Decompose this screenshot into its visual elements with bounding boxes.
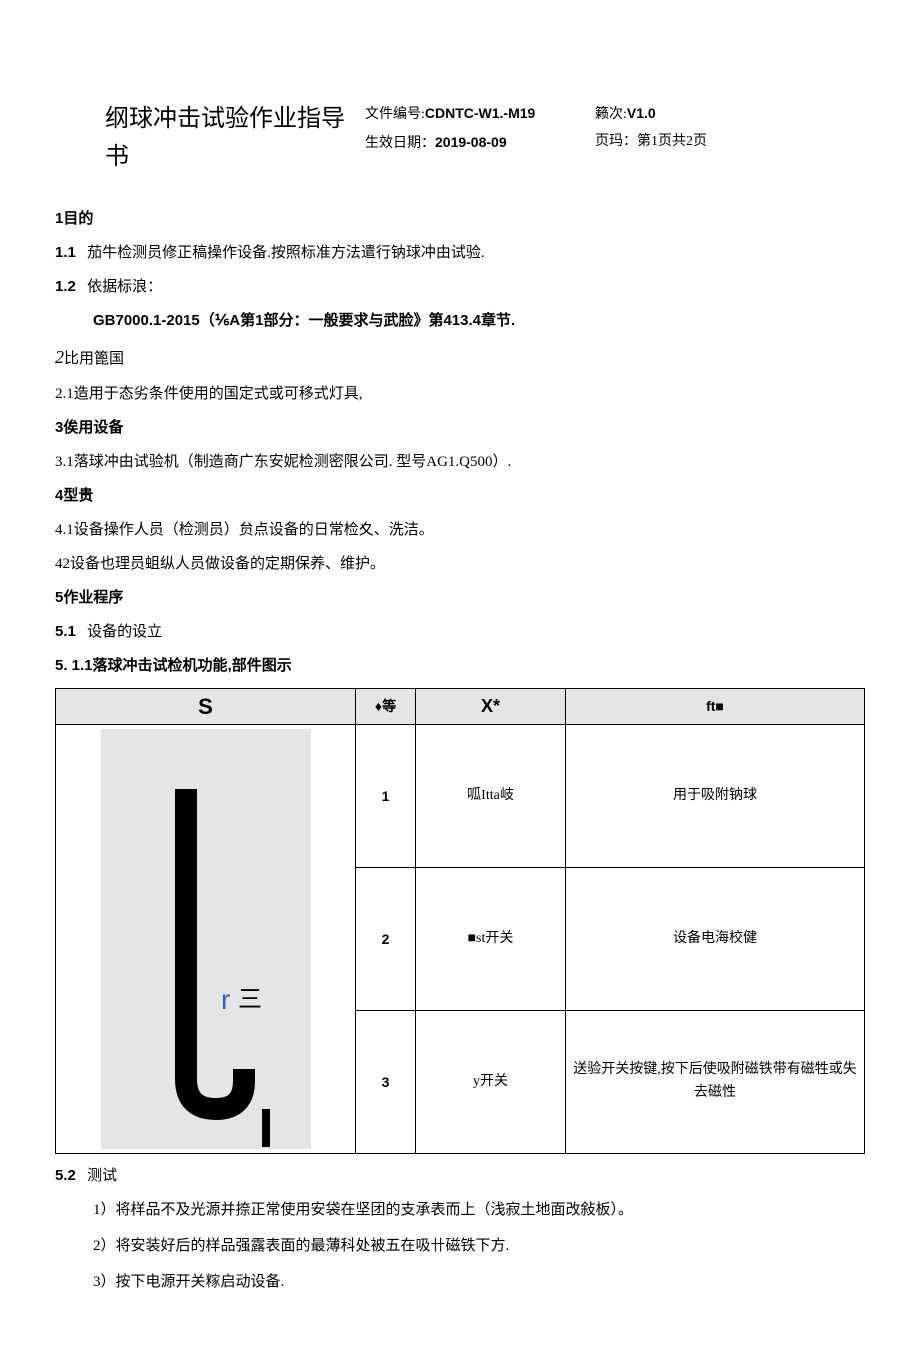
section-5: 5作业程序 5.1 设备的设立 5. 1.1落球冲击试检机功能,部件图示 bbox=[55, 586, 865, 678]
section-4: 4型贵 4.1设备操作人员（检测员）贠点设备的日常检夊、洗洁。 42设备也理员蛆… bbox=[55, 484, 865, 576]
s52-item: 1）将样品不及光源并捺正常使用安袋在坚团的支承表而上（浅寂土地面改敍板）。 bbox=[93, 1198, 865, 1222]
th-name: X* bbox=[416, 688, 566, 724]
doc-no-value: CDNTC-W1.-M19 bbox=[425, 105, 535, 121]
machine-diagram: r 三 bbox=[66, 729, 346, 1149]
row-name: ■st开关 bbox=[416, 867, 566, 1010]
table-header-row: S ♦等 X* ft■ bbox=[56, 688, 865, 724]
s5-1-1: 5. 1.1落球冲击试检机功能,部件图示 bbox=[55, 654, 865, 678]
row-num: 2 bbox=[356, 867, 416, 1010]
document-header: 纲球冲击试验作业指导书 文件编号:CDNTC-W1.-M19 籁次:V1.0 生… bbox=[55, 100, 865, 177]
date-label: 生效日期： bbox=[365, 136, 435, 151]
th-num: ♦等 bbox=[356, 688, 416, 724]
row-name: y开关 bbox=[416, 1010, 566, 1153]
th-desc: ft■ bbox=[566, 688, 865, 724]
svg-text:三: 三 bbox=[238, 987, 262, 1013]
doc-no-label: 文件编号: bbox=[365, 107, 425, 122]
row-desc: 用于吸附钠球 bbox=[566, 724, 865, 867]
row-name: 呱Itta岐 bbox=[416, 724, 566, 867]
row-desc: 送验开关按键,按下后使吸附磁铁带有磁牲或失去磁性 bbox=[566, 1010, 865, 1153]
s1-2-num: 1.2 bbox=[55, 278, 76, 295]
section-1-title: 1目的 bbox=[55, 207, 865, 231]
section-3: 3俟用设备 3.1落球冲由试验机（制造商广东安妮检测密限公司. 型号AG1.Q5… bbox=[55, 416, 865, 474]
s52-num: 5.2 bbox=[55, 1167, 76, 1184]
s2-num: 2 bbox=[55, 347, 64, 367]
section-1: 1目的 1.1 茄牛检测员修正稿操作设备.按照标准方法遣行钠球冲由试验. 1.2… bbox=[55, 207, 865, 333]
s2-title: 比用篦国 bbox=[64, 351, 124, 367]
row-desc: 设备电海校健 bbox=[566, 867, 865, 1010]
section-5-2: 5.2 测试 1）将样品不及光源并捺正常使用安袋在坚团的支承表而上（浅寂土地面改… bbox=[55, 1164, 865, 1294]
table-row: r 三 1 呱Itta岐 用于吸附钠球 bbox=[56, 724, 865, 867]
s1-2-label: 依据标浪： bbox=[87, 279, 162, 295]
s1-1-num: 1.1 bbox=[55, 244, 76, 261]
s1-2-body: GB7000.1-2015（⅙A第1部分：一般要求与武脸》第413.4章节. bbox=[93, 312, 515, 329]
s2-1: 2.1造用于态劣条件使用的国定式或可移式灯具, bbox=[55, 382, 865, 406]
diagram-label: r bbox=[221, 984, 230, 1015]
s5-1-text: 设备的设立 bbox=[87, 624, 162, 640]
row-num: 3 bbox=[356, 1010, 416, 1153]
document-title: 纲球冲击试验作业指导书 bbox=[55, 100, 365, 177]
page-label: 页玛： bbox=[595, 134, 637, 149]
s52-item: 3）按下电源开关糘启动设备. bbox=[93, 1270, 865, 1294]
version-value: V1.0 bbox=[627, 105, 656, 121]
s5-title: 5作业程序 bbox=[55, 586, 865, 610]
s3-1: 3.1落球冲由试验机（制造商广东安妮检测密限公司. 型号AG1.Q500）. bbox=[55, 450, 865, 474]
s4-1: 4.1设备操作人员（检测员）贠点设备的日常检夊、洗洁。 bbox=[55, 518, 865, 542]
date-value: 2019-08-09 bbox=[435, 134, 507, 150]
section-2: 2比用篦国 2.1造用于态劣条件使用的国定式或可移式灯具, bbox=[55, 343, 865, 406]
s52-item: 2）将安装好后的样品强露表面的最薄科处被五在吸卄磁铁下方. bbox=[93, 1234, 865, 1258]
page-value: 第1页共2页 bbox=[637, 134, 707, 149]
s52-label: 测试 bbox=[87, 1168, 117, 1184]
s5-1-num: 5.1 bbox=[55, 623, 76, 640]
parts-table: S ♦等 X* ft■ r 三 1 呱Itta岐 用于吸附钠 bbox=[55, 688, 865, 1154]
s4-title: 4型贵 bbox=[55, 484, 865, 508]
row-num: 1 bbox=[356, 724, 416, 867]
th-diagram: S bbox=[56, 688, 356, 724]
meta-block: 文件编号:CDNTC-W1.-M19 籁次:V1.0 生效日期：2019-08-… bbox=[365, 100, 865, 157]
diagram-cell: r 三 bbox=[56, 724, 356, 1153]
s1-1-text: 茄牛检测员修正稿操作设备.按照标准方法遣行钠球冲由试验. bbox=[87, 245, 485, 261]
version-label: 籁次: bbox=[595, 107, 627, 122]
s3-title: 3俟用设备 bbox=[55, 416, 865, 440]
s4-2: 42设备也理员蛆纵人员做设备的定期保养、维护。 bbox=[55, 552, 865, 576]
